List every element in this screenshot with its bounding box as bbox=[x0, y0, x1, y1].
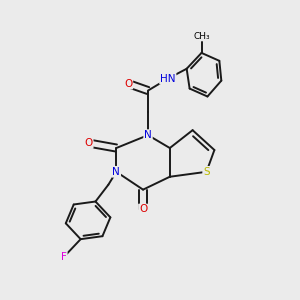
Text: N: N bbox=[144, 130, 152, 140]
Text: CH₃: CH₃ bbox=[193, 32, 210, 40]
Text: O: O bbox=[84, 138, 93, 148]
Text: O: O bbox=[124, 79, 132, 88]
Text: O: O bbox=[139, 204, 147, 214]
Text: F: F bbox=[61, 252, 67, 262]
Text: S: S bbox=[203, 167, 210, 177]
Text: N: N bbox=[112, 167, 120, 177]
Text: HN: HN bbox=[160, 74, 176, 84]
